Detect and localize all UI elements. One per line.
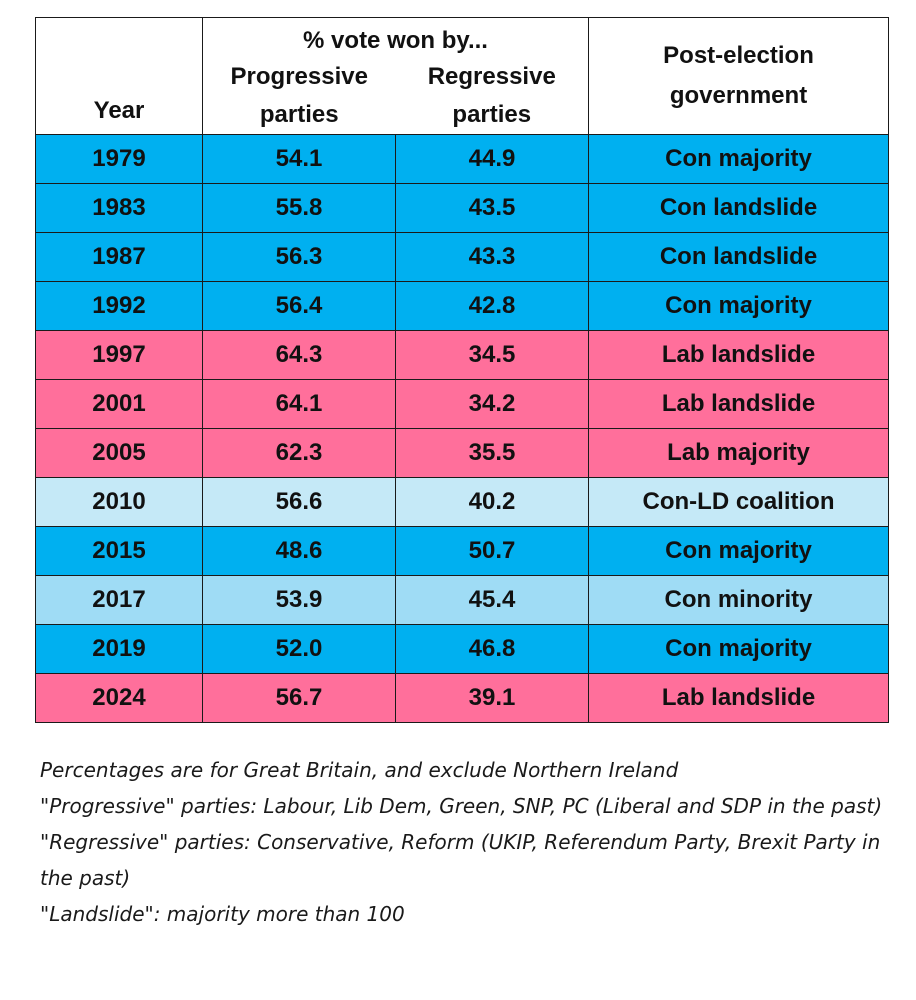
government-cell: Con majority	[588, 526, 890, 576]
government-cell: Con landslide	[588, 232, 890, 282]
year-column-header: Year	[35, 17, 203, 135]
government-header-line2: government	[669, 82, 808, 109]
footnotes: Percentages are for Great Britain, and e…	[40, 752, 890, 932]
regressive-vote-cell: 50.7	[394, 526, 590, 576]
year-cell: 1983	[35, 183, 203, 233]
vote-group-header: % vote won by...	[201, 17, 590, 58]
table-row: 2019 52.0 46.8 Con majority	[35, 624, 890, 674]
regressive-vote-cell: 44.9	[394, 134, 590, 184]
table-row: 2015 48.6 50.7 Con majority	[35, 526, 890, 576]
government-cell: Con majority	[588, 134, 890, 184]
progressive-vote-cell: 56.4	[202, 281, 396, 331]
government-cell: Con minority	[588, 575, 890, 625]
table-row: 1987 56.3 43.3 Con landslide	[35, 232, 890, 282]
progressive-vote-cell: 62.3	[202, 428, 396, 478]
table-row: 1979 54.1 44.9 Con majority	[35, 134, 890, 184]
government-cell: Lab landslide	[588, 330, 890, 380]
government-cell: Lab majority	[588, 428, 890, 478]
progressive-vote-cell: 64.1	[202, 379, 396, 429]
progressive-vote-cell: 56.6	[202, 477, 396, 527]
footnote-scope: Percentages are for Great Britain, and e…	[40, 758, 679, 782]
regressive-vote-cell: 42.8	[394, 281, 590, 331]
progressive-vote-cell: 54.1	[202, 134, 396, 184]
footnote-progressive: "Progressive" parties: Labour, Lib Dem, …	[40, 794, 883, 818]
table-row: 2017 53.9 45.4 Con minority	[35, 575, 890, 625]
progressive-vote-cell: 53.9	[202, 575, 396, 625]
year-cell: 1992	[35, 281, 203, 331]
year-cell: 2019	[35, 624, 203, 674]
government-cell: Con landslide	[588, 183, 890, 233]
year-cell: 2015	[35, 526, 203, 576]
footnote-landslide: "Landslide": majority more than 100	[40, 902, 405, 926]
table-row: 1997 64.3 34.5 Lab landslide	[35, 330, 890, 380]
table-row: 2010 56.6 40.2 Con-LD coalition	[35, 477, 890, 527]
year-cell: 2001	[35, 379, 203, 429]
table-row: 1983 55.8 43.5 Con landslide	[35, 183, 890, 233]
regressive-header-line2: parties	[452, 101, 532, 128]
regressive-column-header: Regressive parties	[395, 58, 590, 135]
table-row: 1992 56.4 42.8 Con majority	[35, 281, 890, 331]
government-cell: Lab landslide	[588, 673, 890, 723]
progressive-vote-cell: 52.0	[202, 624, 396, 674]
progressive-header-line2: parties	[259, 101, 339, 128]
progressive-header-line1: Progressive	[230, 63, 368, 90]
year-cell: 2010	[35, 477, 203, 527]
regressive-vote-cell: 45.4	[394, 575, 590, 625]
progressive-vote-cell: 48.6	[202, 526, 396, 576]
year-cell: 2024	[35, 673, 203, 723]
year-cell: 1987	[35, 232, 203, 282]
progressive-vote-cell: 64.3	[202, 330, 396, 380]
regressive-vote-cell: 39.1	[394, 673, 590, 723]
regressive-vote-cell: 35.5	[394, 428, 590, 478]
table-body: 1979 54.1 44.9 Con majority 1983 55.8 43.5 Con …	[35, 134, 890, 723]
government-cell: Con majority	[588, 281, 890, 331]
regressive-vote-cell: 34.5	[394, 330, 590, 380]
progressive-vote-cell: 56.7	[202, 673, 396, 723]
table-row: 2001 64.1 34.2 Lab landslide	[35, 379, 890, 429]
regressive-header-line1: Regressive	[427, 63, 556, 90]
progressive-column-header: Progressive parties	[202, 58, 396, 135]
election-results-table-container: Year % vote won by... Post-election gove…	[35, 17, 890, 723]
progressive-vote-cell: 56.3	[202, 232, 396, 282]
government-cell: Con-LD coalition	[588, 477, 890, 527]
regressive-vote-cell: 43.3	[394, 232, 590, 282]
year-cell: 1997	[35, 330, 203, 380]
regressive-vote-cell: 40.2	[394, 477, 590, 527]
year-cell: 2005	[35, 428, 203, 478]
progressive-vote-cell: 55.8	[202, 183, 396, 233]
regressive-vote-cell: 43.5	[394, 183, 590, 233]
table-header: Year % vote won by... Post-election gove…	[35, 17, 890, 135]
government-cell: Con majority	[588, 624, 890, 674]
table-row: 2005 62.3 35.5 Lab majority	[35, 428, 890, 478]
election-results-table: Year % vote won by... Post-election gove…	[35, 17, 890, 723]
regressive-vote-cell: 46.8	[394, 624, 590, 674]
footnote-regressive: "Regressive" parties: Conservative, Refo…	[40, 830, 881, 890]
year-cell: 2017	[35, 575, 203, 625]
year-cell: 1979	[35, 134, 203, 184]
government-cell: Lab landslide	[588, 379, 890, 429]
government-column-header: Post-election government	[588, 17, 890, 135]
government-header-line1: Post-election	[663, 42, 814, 69]
table-row: 2024 56.7 39.1 Lab landslide	[35, 673, 890, 723]
regressive-vote-cell: 34.2	[394, 379, 590, 429]
